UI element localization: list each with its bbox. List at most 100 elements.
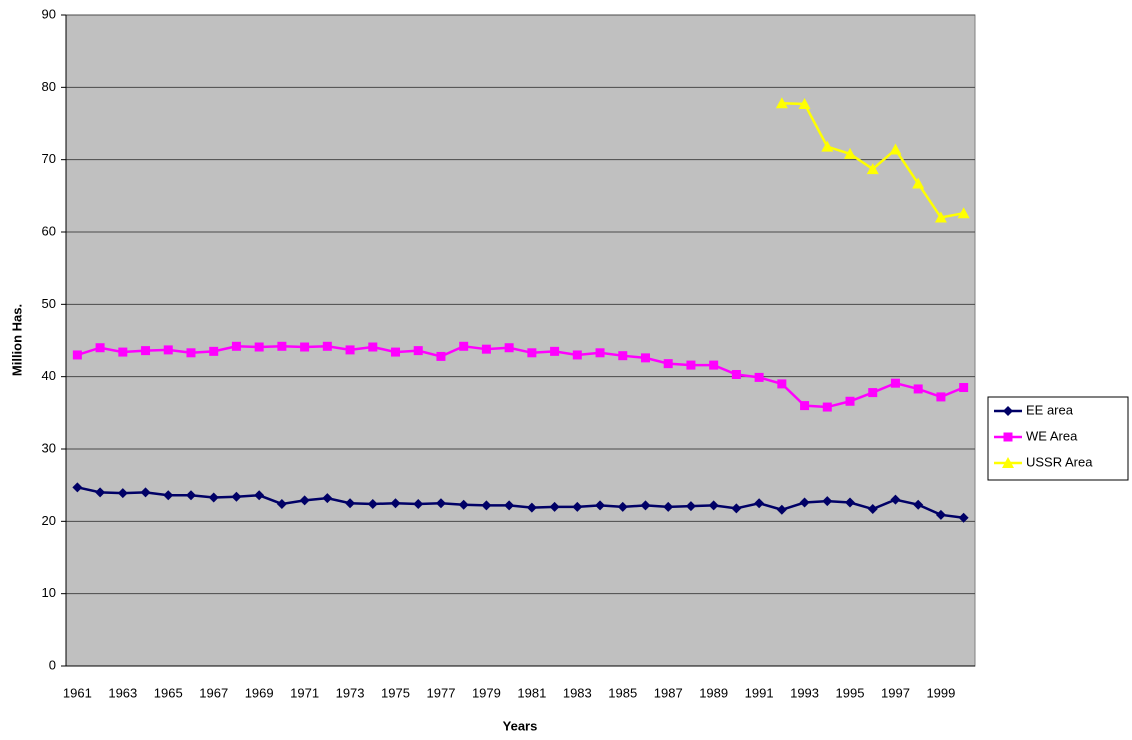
marker	[140, 487, 151, 498]
marker	[640, 353, 650, 363]
legend-marker	[1002, 457, 1014, 468]
marker	[934, 211, 947, 223]
legend-marker	[1003, 432, 1013, 442]
marker	[185, 490, 196, 501]
marker	[231, 491, 242, 502]
x-tick-label: 1981	[517, 685, 546, 700]
marker	[800, 401, 810, 411]
marker	[481, 344, 491, 354]
marker	[958, 512, 969, 523]
marker	[685, 501, 696, 512]
marker	[663, 359, 673, 369]
marker	[868, 388, 878, 398]
marker	[141, 346, 151, 356]
x-tick-label: 1985	[608, 685, 637, 700]
marker	[550, 346, 560, 356]
marker	[686, 360, 696, 370]
marker	[458, 499, 469, 510]
marker	[731, 503, 742, 514]
x-tick-label: 1977	[427, 685, 456, 700]
marker	[300, 342, 310, 352]
marker	[867, 504, 878, 515]
marker	[618, 351, 628, 361]
legend-label: WE Area	[1026, 428, 1078, 443]
marker	[186, 348, 196, 358]
marker	[663, 501, 674, 512]
marker	[390, 498, 401, 509]
marker	[163, 490, 174, 501]
marker	[776, 504, 787, 515]
marker	[913, 384, 923, 394]
marker	[345, 498, 356, 509]
marker	[708, 500, 719, 511]
y-tick-label: 80	[42, 79, 56, 94]
marker	[845, 396, 855, 406]
legend: EE area WE Area USSR Area	[987, 396, 1129, 481]
marker	[436, 351, 446, 361]
legend-label: USSR Area	[1026, 454, 1093, 469]
marker	[345, 345, 355, 355]
y-tick-label: 60	[42, 223, 56, 238]
marker	[504, 500, 515, 511]
marker	[845, 497, 856, 508]
x-tick-label: 1969	[245, 685, 274, 700]
marker	[617, 501, 628, 512]
x-tick-label: 1979	[472, 685, 501, 700]
x-tick-label: 1973	[336, 685, 365, 700]
y-tick-label: 30	[42, 440, 56, 455]
marker	[368, 342, 378, 352]
marker	[844, 147, 857, 159]
series-line	[77, 486, 964, 519]
marker	[209, 346, 219, 356]
plot-area	[65, 14, 976, 667]
marker	[367, 498, 378, 509]
marker	[231, 341, 241, 351]
marker	[526, 502, 537, 513]
marker	[322, 493, 333, 504]
marker	[118, 347, 128, 357]
marker	[299, 495, 310, 506]
y-tick-label: 20	[42, 513, 56, 528]
marker	[754, 372, 764, 382]
marker	[459, 341, 469, 351]
marker	[117, 488, 128, 499]
marker	[936, 392, 946, 402]
marker	[731, 369, 741, 379]
marker	[595, 348, 605, 358]
marker	[709, 360, 719, 370]
marker	[889, 143, 902, 155]
marker	[572, 350, 582, 360]
x-tick-label: 1997	[881, 685, 910, 700]
y-tick-label: 70	[42, 151, 56, 166]
marker	[798, 97, 811, 109]
series-line	[76, 345, 965, 409]
y-axis-title: Million Has.	[9, 304, 24, 376]
x-tick-label: 1963	[108, 685, 137, 700]
marker	[890, 378, 900, 388]
marker	[957, 207, 970, 219]
marker	[549, 501, 560, 512]
marker	[913, 499, 924, 510]
y-tick-label: 40	[42, 368, 56, 383]
marker	[799, 497, 810, 508]
y-tick-label: 50	[42, 296, 56, 311]
y-tick-label: 90	[42, 6, 56, 21]
marker	[890, 494, 901, 505]
x-tick-label: 1993	[790, 685, 819, 700]
x-tick-label: 1971	[290, 685, 319, 700]
marker	[435, 498, 446, 509]
marker	[912, 177, 925, 189]
marker	[277, 341, 287, 351]
legend-marker	[1003, 406, 1013, 416]
marker	[95, 343, 105, 353]
marker	[72, 350, 82, 360]
x-axis-title: Years	[503, 718, 538, 733]
marker	[504, 343, 514, 353]
marker	[254, 342, 264, 352]
marker	[572, 501, 583, 512]
legend-label: EE area	[1026, 402, 1074, 417]
marker	[822, 402, 832, 412]
marker	[208, 492, 219, 503]
x-tick-label: 1965	[154, 685, 183, 700]
